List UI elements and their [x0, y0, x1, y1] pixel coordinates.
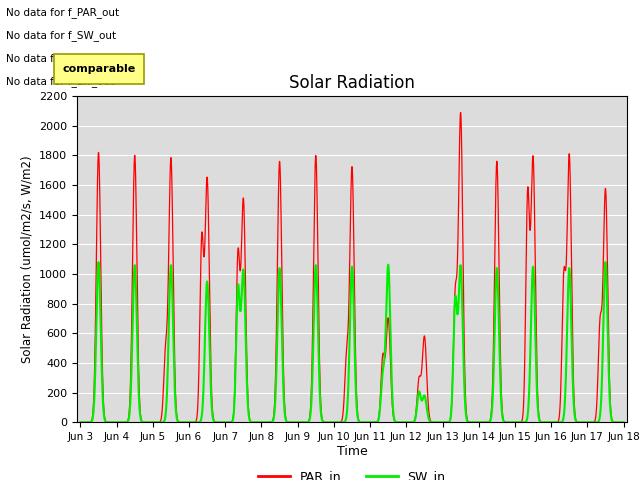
PAR_in [77, 420, 84, 425]
Y-axis label: Solar Radiation (umol/m2/s, W/m2): Solar Radiation (umol/m2/s, W/m2) [20, 156, 33, 363]
Line: PAR_in: PAR_in [81, 112, 623, 422]
PAR_in [138, 419, 146, 425]
Text: No data for f_SW_out: No data for f_SW_out [6, 30, 116, 41]
SW_in [308, 372, 316, 378]
SW_in [77, 420, 84, 425]
PAR_in [620, 420, 627, 425]
PAR_in [457, 109, 465, 115]
Text: No data for f_LW_in: No data for f_LW_in [6, 53, 107, 64]
Text: comparable: comparable [63, 64, 136, 73]
PAR_in [551, 420, 559, 425]
Line: SW_in: SW_in [81, 262, 623, 422]
Text: No data for f_LW_out: No data for f_LW_out [6, 76, 115, 87]
PAR_in [609, 419, 617, 425]
PAR_in [308, 349, 316, 355]
SW_in [609, 419, 617, 425]
PAR_in [285, 420, 292, 425]
SW_in [551, 420, 559, 425]
SW_in [285, 420, 292, 425]
X-axis label: Time: Time [337, 445, 367, 458]
SW_in [620, 420, 627, 425]
SW_in [171, 386, 179, 392]
SW_in [95, 259, 102, 265]
Legend: PAR_in, SW_in: PAR_in, SW_in [253, 465, 451, 480]
Text: No data for f_PAR_out: No data for f_PAR_out [6, 7, 120, 18]
PAR_in [171, 355, 179, 361]
Title: Solar Radiation: Solar Radiation [289, 73, 415, 92]
SW_in [139, 419, 147, 425]
